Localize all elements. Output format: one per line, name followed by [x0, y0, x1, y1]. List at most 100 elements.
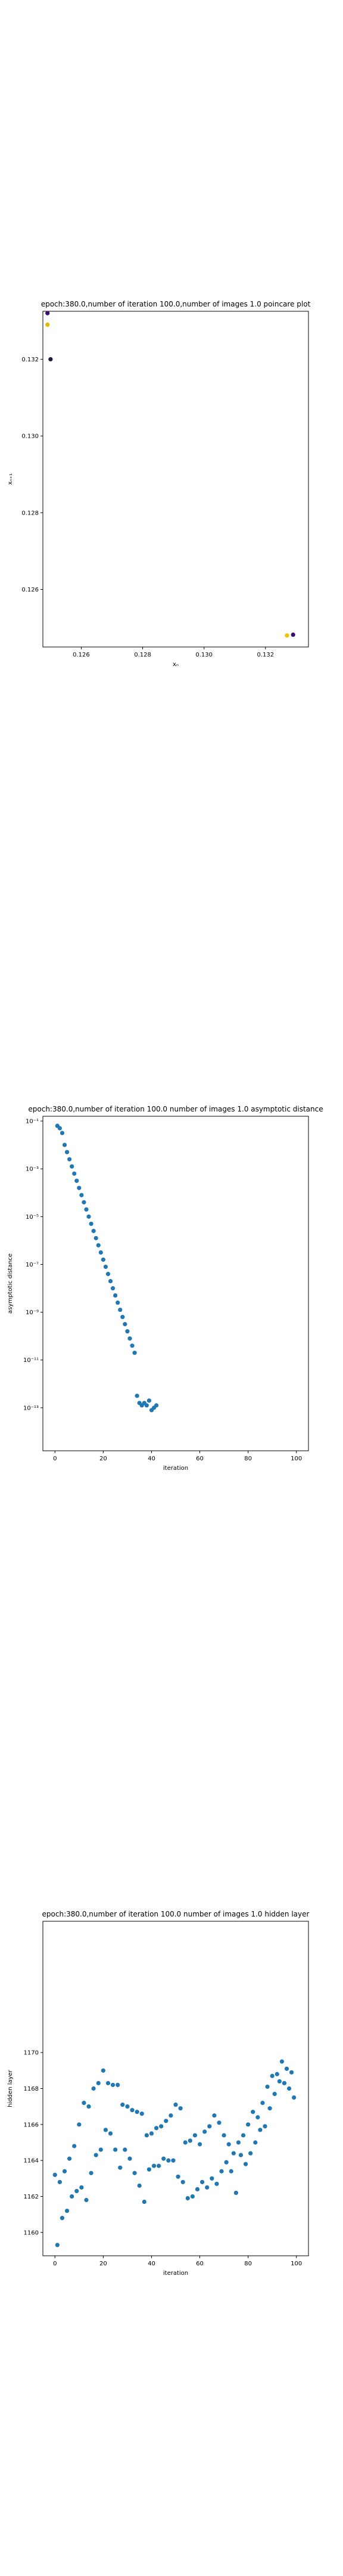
- data-point: [272, 2091, 277, 2097]
- y-tick-label: 1160: [24, 2230, 39, 2236]
- data-point: [195, 2187, 200, 2192]
- y-tick-label: 10⁻¹: [26, 1119, 39, 1125]
- data-point: [57, 2179, 62, 2184]
- data-point: [52, 2172, 57, 2177]
- x-axis-label: iteration: [163, 2270, 188, 2277]
- data-point: [178, 2106, 183, 2111]
- data-point: [212, 2113, 217, 2118]
- data-point: [70, 2194, 74, 2199]
- data-point: [93, 2153, 98, 2157]
- data-point: [200, 2179, 205, 2184]
- data-point: [190, 2194, 195, 2199]
- data-point: [77, 1185, 82, 1190]
- data-point: [248, 2151, 253, 2156]
- data-point: [229, 2169, 233, 2174]
- y-tick-label: 10⁻¹³: [23, 1405, 39, 1411]
- data-point: [277, 2079, 282, 2084]
- data-point: [74, 1178, 79, 1183]
- data-point: [70, 1164, 74, 1169]
- data-point: [77, 2122, 82, 2127]
- x-tick-label: 0.132: [257, 652, 274, 658]
- data-point: [279, 2059, 284, 2064]
- data-point: [238, 2153, 244, 2157]
- data-point: [135, 2110, 139, 2114]
- data-point: [149, 2131, 154, 2136]
- y-axis-label: asymptotic distance: [7, 1253, 14, 1314]
- data-point: [291, 632, 295, 637]
- chart-title: epoch:380.0,number of iteration 100.0 nu…: [28, 1105, 323, 1113]
- y-tick-label: 10⁻⁷: [26, 1262, 39, 1268]
- data-point: [246, 2122, 251, 2127]
- x-tick-label: 40: [148, 1456, 155, 1462]
- data-point: [130, 2108, 135, 2113]
- data-point: [62, 1143, 67, 1147]
- data-point: [243, 2162, 248, 2166]
- data-point: [253, 2140, 258, 2145]
- data-point: [108, 2131, 113, 2136]
- data-point: [110, 1286, 116, 1291]
- data-point: [137, 2183, 142, 2188]
- data-point: [86, 2104, 91, 2109]
- data-point: [169, 2113, 173, 2118]
- data-point: [164, 2119, 169, 2123]
- data-point: [64, 1150, 70, 1154]
- x-tick-label: 60: [196, 2261, 204, 2267]
- data-point: [217, 2120, 222, 2125]
- data-point: [154, 2126, 159, 2131]
- data-point: [74, 2188, 79, 2194]
- data-point: [233, 2190, 238, 2196]
- data-point: [142, 2199, 146, 2205]
- data-point: [64, 2208, 70, 2213]
- data-point: [113, 1293, 118, 1298]
- data-point: [286, 2086, 292, 2091]
- data-point: [60, 2216, 65, 2221]
- x-tick-label: 20: [99, 1456, 107, 1462]
- x-tick-label: 0.128: [134, 652, 151, 658]
- data-point: [96, 2080, 101, 2086]
- data-point: [219, 2169, 224, 2174]
- data-point: [67, 1157, 72, 1162]
- data-point: [236, 2140, 241, 2145]
- y-tick-label: 0.128: [21, 510, 39, 516]
- data-point: [103, 1264, 108, 1270]
- data-point: [72, 2144, 77, 2148]
- data-point: [292, 2095, 297, 2100]
- data-point: [98, 2147, 103, 2152]
- plot-frame: [42, 311, 309, 648]
- data-point: [96, 1243, 101, 1247]
- data-point: [157, 2163, 161, 2168]
- data-point: [89, 2171, 93, 2175]
- x-tick-label: 80: [244, 1456, 252, 1462]
- data-point: [57, 1126, 62, 1131]
- data-point: [45, 311, 50, 315]
- y-tick-label: 0.130: [21, 434, 39, 440]
- data-point: [267, 2106, 272, 2111]
- y-tick-label: 0.132: [21, 357, 39, 363]
- plot-frame: [42, 1116, 309, 1451]
- data-point: [127, 1336, 132, 1341]
- y-tick-label: 10⁻³: [26, 1166, 39, 1173]
- data-point: [123, 1322, 127, 1327]
- data-point: [180, 2179, 185, 2184]
- data-point: [282, 2080, 287, 2086]
- x-axis-label: xₙ: [173, 661, 179, 668]
- data-point: [127, 2156, 132, 2161]
- y-tick-label: 1164: [24, 2158, 39, 2165]
- data-point: [183, 2140, 188, 2145]
- data-point: [116, 2082, 120, 2088]
- data-point: [270, 2073, 275, 2078]
- data-point: [93, 1236, 98, 1240]
- x-axis-label: iteration: [163, 1465, 188, 1472]
- x-tick-label: 80: [244, 2261, 252, 2267]
- data-point: [151, 2163, 157, 2168]
- data-point: [101, 2068, 105, 2073]
- data-point: [166, 2158, 171, 2163]
- data-point: [275, 2072, 279, 2076]
- data-point: [55, 2243, 60, 2247]
- data-point: [132, 2171, 137, 2175]
- data-point: [185, 2196, 190, 2201]
- data-point: [144, 1403, 149, 1408]
- data-point: [113, 2147, 118, 2152]
- x-tick-label: 0.130: [195, 652, 213, 658]
- data-point: [101, 1257, 105, 1262]
